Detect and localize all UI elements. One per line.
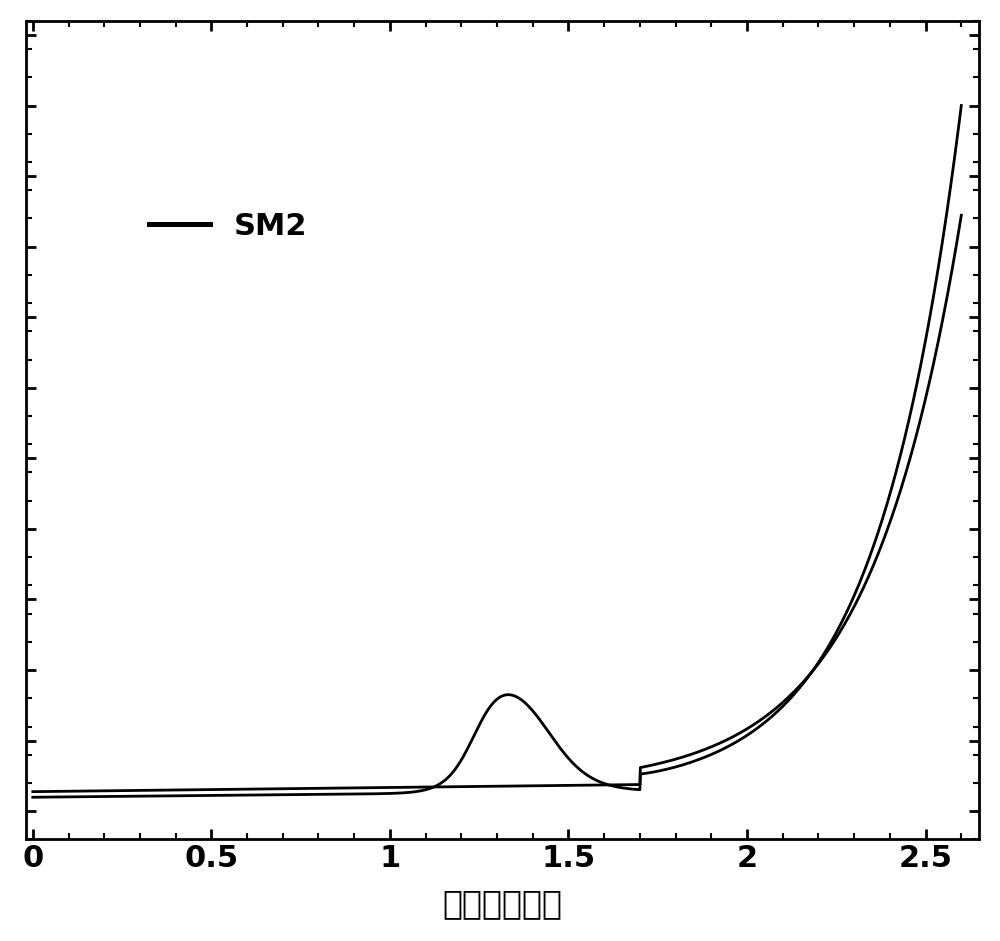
Legend: SM2: SM2 (136, 199, 320, 253)
X-axis label: 电压（伏特）: 电压（伏特） (442, 887, 562, 920)
